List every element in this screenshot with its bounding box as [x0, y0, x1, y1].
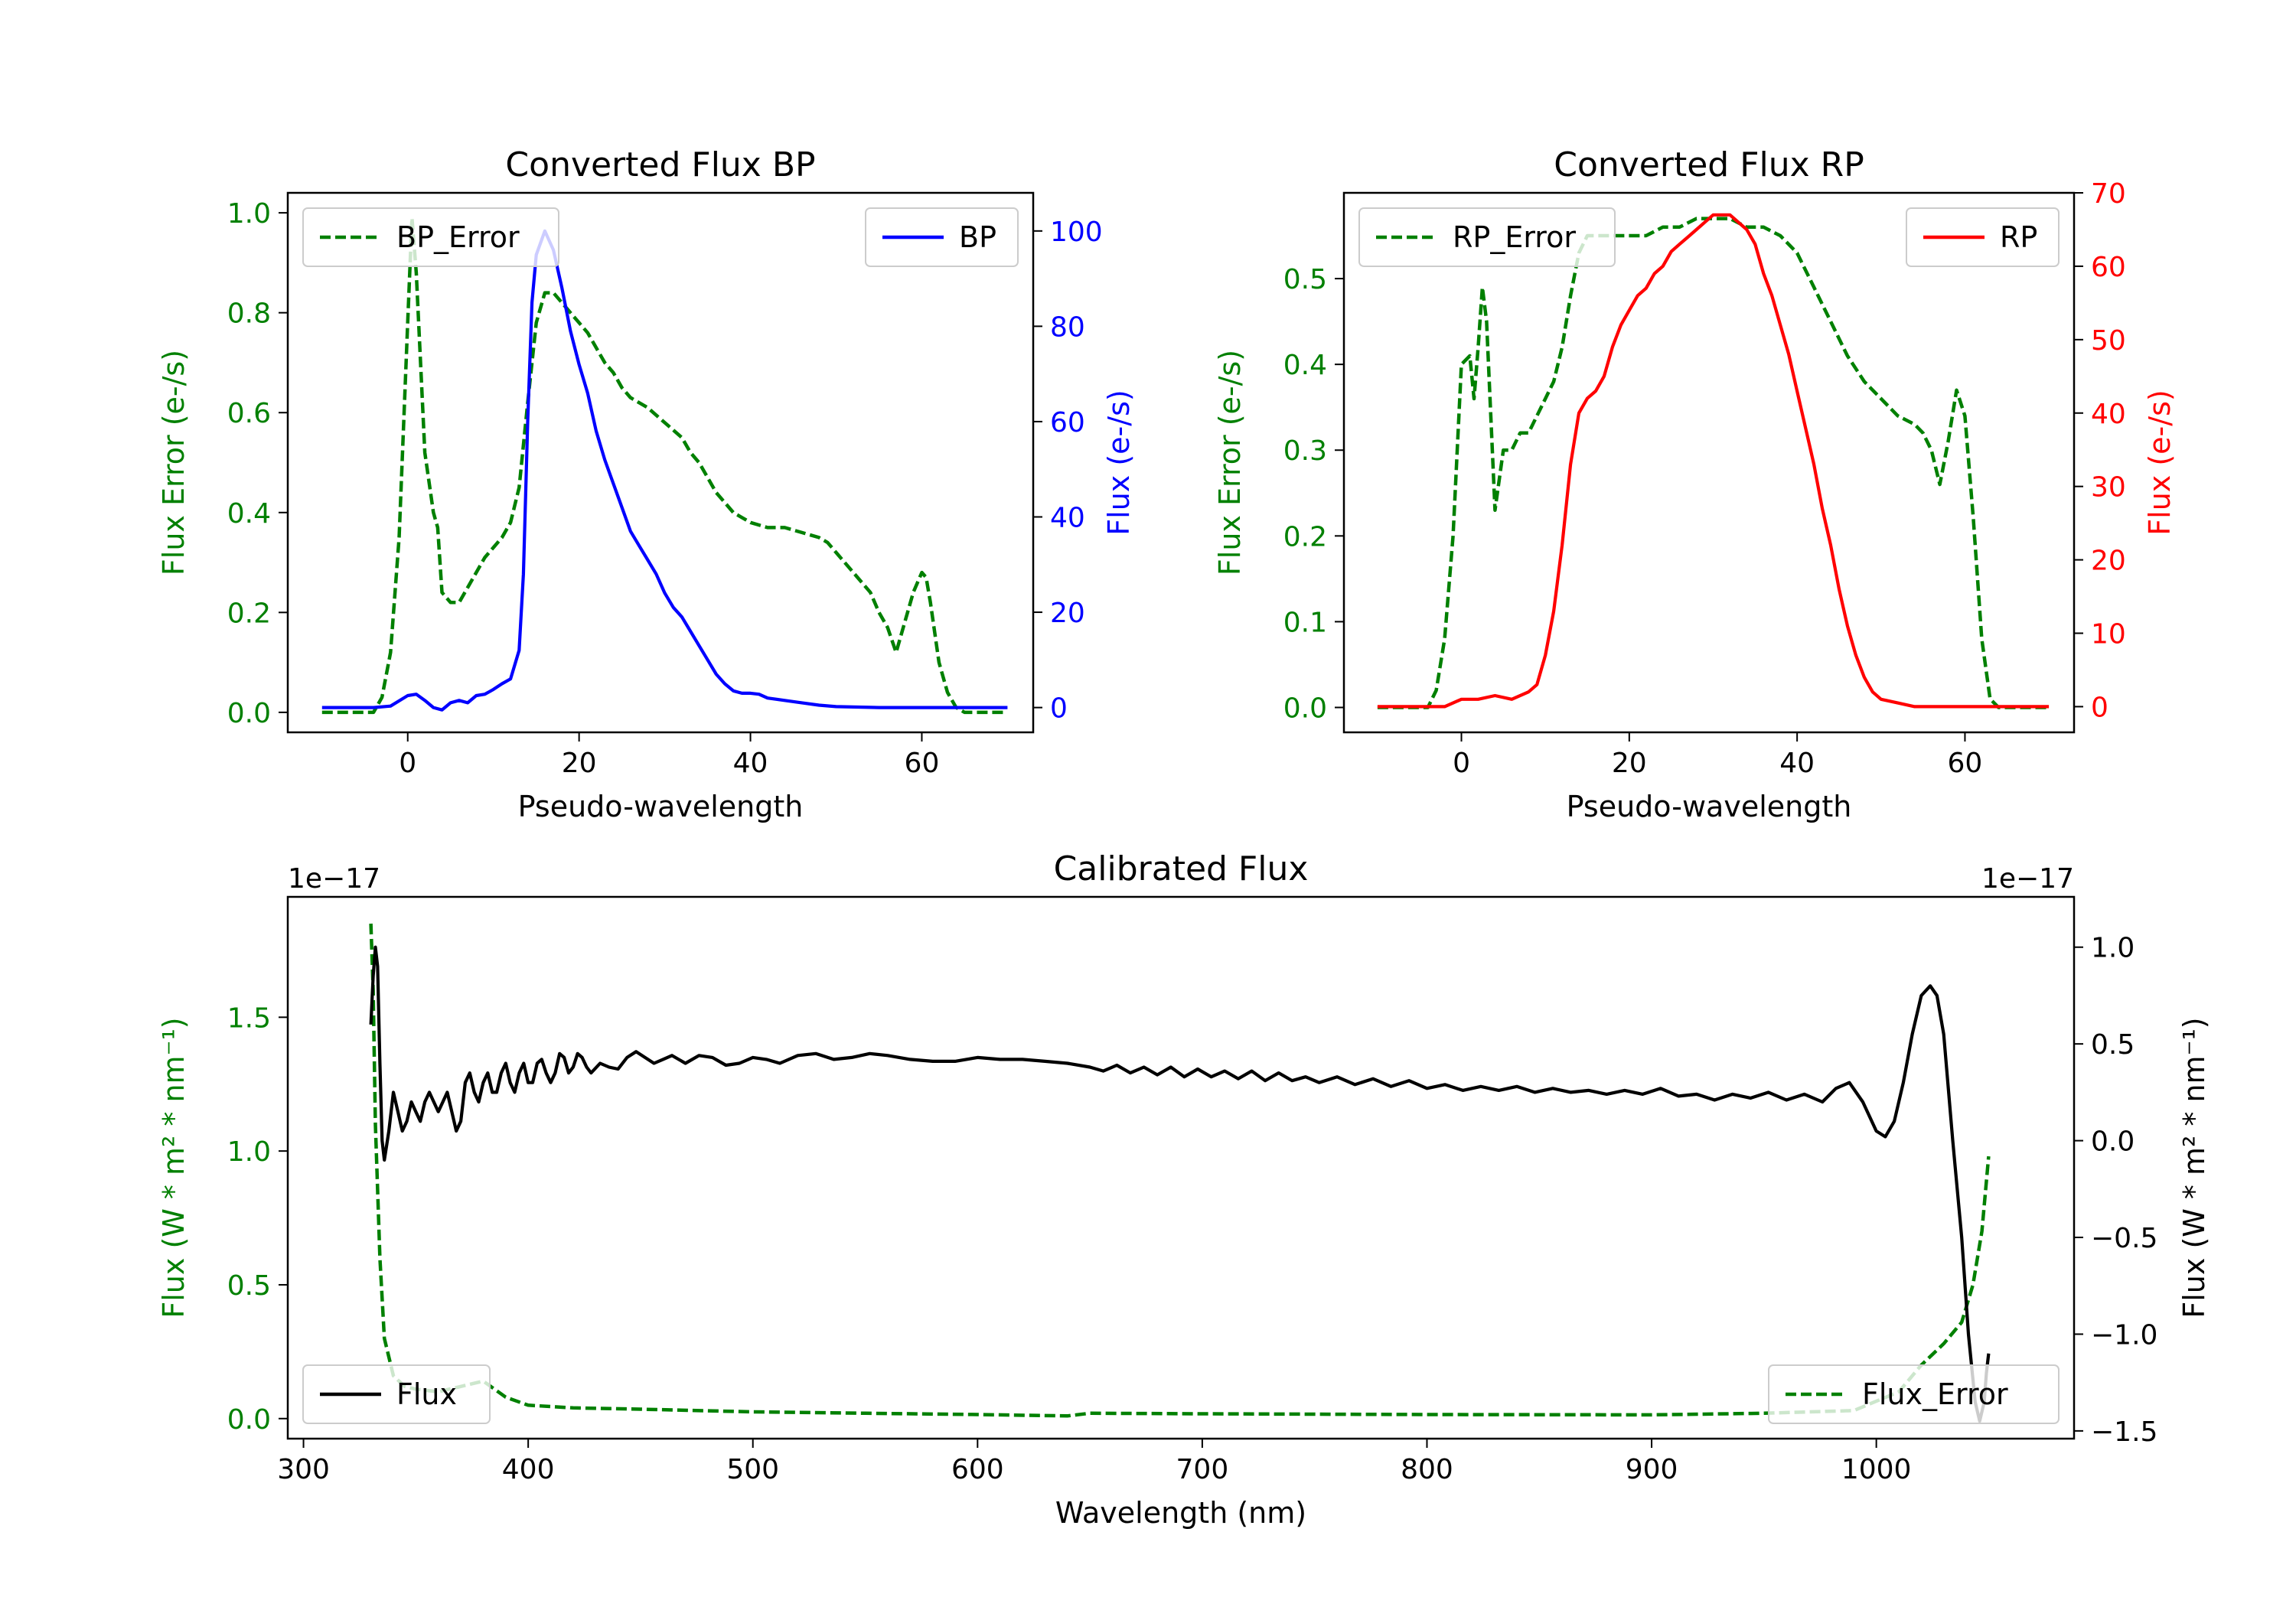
rp-series-rp-error-line	[1377, 217, 2050, 709]
rp-x-tick-label: 60	[1948, 748, 1983, 779]
cal-x-tick-label: 1000	[1841, 1454, 1912, 1485]
rp-axes-frame	[1342, 191, 2076, 734]
rp-y-left-tick-label: 0.1	[1283, 607, 1327, 638]
legend-box	[1768, 1364, 2060, 1424]
bp-y-left-tick-label: 0.4	[227, 498, 271, 530]
cal-y-left-tick-label: 1.0	[227, 1136, 271, 1168]
cal-y-right-tick-label: −1.5	[2091, 1416, 2157, 1448]
rp-x-tick-label: 0	[1453, 748, 1470, 779]
cal-series-flux-error-line	[369, 923, 1991, 1418]
rp-y-right-axis-label: Flux (e-/s)	[2143, 390, 2177, 535]
bp-x-tick-label: 60	[905, 748, 940, 779]
legend-label: Flux_Error	[1862, 1377, 2008, 1411]
cal-y-right-offset-text: 1e−17	[1981, 863, 2074, 895]
bp-series-bp-line	[321, 229, 1008, 712]
cal-y-right-tick-label: −1.0	[2091, 1319, 2157, 1351]
bp-y-left-tick-label: 0.0	[227, 698, 271, 729]
rp-y-right-tick-label: 0	[2091, 692, 2108, 723]
bp-legend-bp: BP	[865, 207, 1019, 267]
cal-y-right-axis-label: Flux (W * m² * nm⁻¹)	[2177, 1017, 2211, 1318]
legend-box	[302, 1364, 491, 1424]
cal-y-left-tick-label: 0.5	[227, 1270, 271, 1302]
rp-y-right-tick-label: 40	[2091, 399, 2126, 430]
cal-y-right-tick-label: −0.5	[2091, 1223, 2157, 1254]
rp-y-right-tick-label: 20	[2091, 546, 2126, 577]
bp-axes-frame	[286, 191, 1035, 734]
bp-legend-bp-error: BP_Error	[302, 207, 559, 267]
rp-y-left-tick-label: 0.2	[1283, 521, 1327, 553]
bp-y-right-axis-label: Flux (e-/s)	[1102, 390, 1136, 535]
cal-x-axis-label: Wavelength (nm)	[1055, 1496, 1306, 1530]
bp-x-tick-label: 0	[399, 748, 416, 779]
bp-y-right-tick-label: 40	[1050, 502, 1085, 533]
bp-chart-title: Converted Flux BP	[505, 145, 815, 184]
bp-series-group	[321, 216, 1008, 715]
cal-x-tick-label: 600	[951, 1454, 1004, 1485]
cal-x-tick-label: 500	[726, 1454, 779, 1485]
cal-chart-title: Calibrated Flux	[1054, 849, 1309, 888]
rp-y-left-tick-label: 0.5	[1283, 264, 1327, 295]
bp-y-left-axis-label: Flux Error (e-/s)	[157, 350, 191, 575]
cal-legend-flux-error: Flux_Error	[1768, 1364, 2060, 1424]
bp-chart: 0 20 40 60 0.0 0.2 0.4 0.6 0.8 1.0 0 20 40 60 80 100 Con…	[157, 145, 1136, 823]
bp-x-tick-label: 20	[562, 748, 597, 779]
cal-y-left-offset-text: 1e−17	[288, 863, 380, 895]
bp-y-right-tick-label: 60	[1050, 407, 1085, 438]
rp-y-left-tick-label: 0.0	[1283, 693, 1327, 724]
rp-y-right-tick-label: 10	[2091, 619, 2126, 650]
rp-y-left-axis-label: Flux Error (e-/s)	[1213, 350, 1247, 575]
legend-label: Flux	[396, 1377, 457, 1411]
rp-y-left-tick-label: 0.4	[1283, 350, 1327, 381]
legend-label: RP	[2000, 220, 2037, 254]
rp-legend-rp: RP	[1906, 207, 2060, 267]
bp-y-right-tick-label: 80	[1050, 311, 1085, 343]
legend-label: BP	[959, 220, 996, 254]
cal-legend-flux: Flux	[302, 1364, 491, 1424]
rp-chart: 0 20 40 60 0.0 0.1 0.2 0.3 0.4 0.5 0 10 20 30 40 50 60 70…	[1213, 145, 2177, 823]
bp-y-left-tick-label: 0.2	[227, 598, 271, 629]
bp-y-left-tick-label: 0.6	[227, 398, 271, 429]
cal-y-left-axis-label: Flux (W * m² * nm⁻¹)	[157, 1017, 191, 1318]
cal-x-tick-label: 800	[1401, 1454, 1453, 1485]
rp-x-axis-label: Pseudo-wavelength	[1567, 790, 1852, 823]
cal-x-tick-label: 700	[1176, 1454, 1229, 1485]
cal-y-right-tick-label: 0.0	[2091, 1126, 2135, 1158]
legend-box	[1358, 207, 1616, 267]
cal-series-flux-line	[369, 945, 1991, 1423]
rp-y-left-tick-label: 0.3	[1283, 435, 1327, 467]
bp-y-right-tick-label: 100	[1050, 217, 1103, 248]
cal-y-right-tick-label: 0.5	[2091, 1029, 2135, 1061]
cal-chart: 300 400 500 600 700 800 900 1000 0.0 0.5 1.0 1.5 −1.…	[157, 849, 2211, 1530]
cal-y-left-tick-label: 1.5	[227, 1002, 271, 1034]
rp-y-right-tick-label: 70	[2091, 178, 2126, 210]
rp-series-rp-line	[1377, 213, 2050, 709]
cal-x-tick-label: 900	[1626, 1454, 1678, 1485]
bp-y-left-tick-label: 0.8	[227, 298, 271, 330]
bp-x-axis-label: Pseudo-wavelength	[518, 790, 804, 823]
bp-y-right-tick-label: 0	[1050, 693, 1068, 725]
bp-x-tick-label: 40	[733, 748, 768, 779]
legend-box	[302, 207, 559, 267]
cal-x-tick-label: 400	[502, 1454, 555, 1485]
rp-series-group	[1377, 213, 2050, 709]
legend-label: BP_Error	[396, 220, 520, 254]
rp-x-tick-label: 40	[1779, 748, 1815, 779]
cal-axes-frame	[286, 895, 2076, 1440]
rp-y-right-tick-label: 60	[2091, 252, 2126, 283]
cal-x-tick-label: 300	[277, 1454, 330, 1485]
cal-y-left-tick-label: 0.0	[227, 1404, 271, 1436]
rp-y-right-tick-label: 30	[2091, 472, 2126, 504]
cal-y-right-tick-label: 1.0	[2091, 933, 2135, 964]
bp-y-right-tick-label: 20	[1050, 598, 1085, 629]
legend-label: RP_Error	[1453, 220, 1576, 254]
bp-y-left-tick-label: 1.0	[227, 198, 271, 230]
cal-series-group	[369, 923, 1991, 1423]
rp-x-tick-label: 20	[1612, 748, 1647, 779]
bp-series-bp-error-line	[321, 216, 1008, 715]
rp-chart-title: Converted Flux RP	[1554, 145, 1864, 184]
rp-legend-rp-error: RP_Error	[1358, 207, 1616, 267]
rp-y-right-tick-label: 50	[2091, 325, 2126, 357]
